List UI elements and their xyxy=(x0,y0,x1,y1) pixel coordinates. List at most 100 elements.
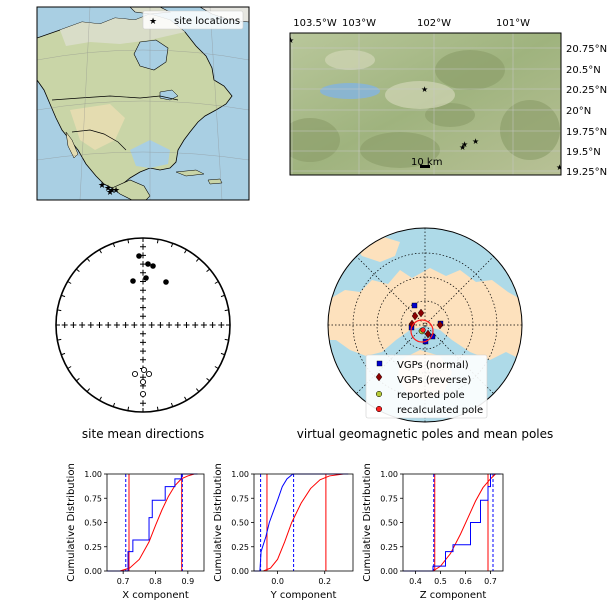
stereonet-azimuth-tick xyxy=(206,268,210,273)
stereonet-cross xyxy=(131,322,138,328)
stereonet-azimuth-tick xyxy=(86,388,91,392)
stereonet-azimuth-tick xyxy=(127,406,130,411)
stereonet-cross xyxy=(140,400,146,407)
stereonet-cross xyxy=(140,304,146,311)
lon-tick-label: 103°W xyxy=(342,18,376,29)
stereonet-cross xyxy=(192,322,199,328)
stereonet-cross xyxy=(140,295,146,302)
polar-legend: VGPs (normal) VGPs (reverse) reported po… xyxy=(365,354,488,419)
y-tick-label: 0.00 xyxy=(84,567,102,576)
lon-tick-label: 103.5°W xyxy=(293,18,337,29)
overview-great-lakes xyxy=(159,89,179,101)
lat-tick-label: 19.75°N xyxy=(566,127,607,138)
stereonet-cross xyxy=(105,322,112,328)
legend-star-icon: ★ xyxy=(149,17,157,27)
lat-tick-label: 20.75°N xyxy=(566,44,607,55)
x-axis-label: Z component xyxy=(420,590,487,601)
lower-hemisphere-direction xyxy=(150,263,156,269)
x-axis-label: X component xyxy=(122,590,189,601)
x-tick-label: 0.7 xyxy=(117,577,130,586)
site-marker: ★ xyxy=(98,181,106,191)
x-axis-label: Y component xyxy=(270,590,337,601)
stereonet-azimuth-tick xyxy=(112,243,116,248)
detail-site-markers: ★ ★ ★ ★ ★ ★ xyxy=(287,36,563,172)
data-cdf-line xyxy=(403,473,501,572)
polar-legend-label: recalculated pole xyxy=(397,405,483,416)
lat-tick-label: 19.5°N xyxy=(566,147,601,158)
site-marker: ★ xyxy=(287,36,294,45)
stereonet-cross xyxy=(70,322,77,328)
polar-map: VGPs (normal) VGPs (reverse) reported po… xyxy=(297,227,554,441)
overview-cuba xyxy=(175,169,205,177)
stereonet-cross xyxy=(157,322,164,328)
stereonet-azimuth-tick xyxy=(76,268,80,273)
vgp-reverse xyxy=(411,311,419,321)
lower-hemisphere-direction xyxy=(145,261,151,267)
stereonet-azimuth-tick xyxy=(76,377,80,382)
polar-greenland xyxy=(418,296,440,316)
y-tick-label: 0.50 xyxy=(380,519,398,528)
stereonet-cross xyxy=(140,243,146,250)
stereonet-cross xyxy=(140,322,146,328)
x-tick-label: 0.2 xyxy=(318,577,331,586)
stereonet-azimuth-tick xyxy=(220,294,225,298)
stereonet-cross xyxy=(200,322,207,328)
detail-map: ★ ★ ★ ★ ★ ★ 10 km 103.5°W 103°W 102°W 101°W… xyxy=(287,18,607,178)
y-tick-label: 0.00 xyxy=(231,567,249,576)
cdf-plot-z: 0.00 0.25 0.50 0.75 1.00 0.4 0.5 0.6 0.7 Z compon… xyxy=(362,463,504,601)
y-axis-label: Cumulative Distribution xyxy=(66,463,77,582)
stereonet-cross xyxy=(183,322,190,328)
lon-tick-label: 101°W xyxy=(496,18,530,29)
scale-bar xyxy=(420,165,430,168)
stereonet-azimuth-tick xyxy=(127,239,130,244)
y-tick-label: 0.25 xyxy=(84,543,102,552)
lon-tick-label: 102°W xyxy=(417,18,451,29)
lat-tick-label: 20°N xyxy=(566,106,591,117)
stereonet-azimuth-tick xyxy=(170,243,174,248)
polar-legend-box xyxy=(365,354,488,419)
legend-reported-icon xyxy=(375,390,383,398)
stereonet-azimuth-tick xyxy=(224,338,229,341)
lower-hemisphere-direction xyxy=(163,279,169,285)
upper-hemisphere-direction xyxy=(140,366,148,374)
polar-map-title: virtual geomagnetic poles and mean poles xyxy=(297,427,554,441)
stereonet-azimuth-tick xyxy=(112,402,116,407)
stereonet-cross xyxy=(140,278,146,285)
overview-border-us-mexico xyxy=(71,129,127,151)
y-tick-label: 0.75 xyxy=(84,494,102,503)
upper-hemisphere-direction xyxy=(145,370,153,378)
site-marker: ★ xyxy=(106,188,114,198)
detail-lat-labels: 20.75°N 20.5°N 20.25°N 20°N 19.75°N 19.5°N 19.… xyxy=(566,44,607,178)
overview-baja xyxy=(65,131,79,159)
y-tick-label: 0.25 xyxy=(231,543,249,552)
polar-frame xyxy=(327,227,523,423)
y-tick-label: 0.75 xyxy=(380,494,398,503)
recalculated-pole-marker xyxy=(420,327,426,333)
stereonet-cross xyxy=(140,313,146,320)
site-marker: ★ xyxy=(556,163,563,172)
y-tick-label: 0.00 xyxy=(380,567,398,576)
overview-hudson-bay xyxy=(133,39,169,71)
y-tick-label: 0.25 xyxy=(380,543,398,552)
lat-tick-label: 19.25°N xyxy=(566,167,607,178)
lat-tick-label: 20.5°N xyxy=(566,65,601,76)
stereonet-cross xyxy=(140,348,146,355)
vgp-reverse xyxy=(424,329,432,339)
upper-hemisphere-direction xyxy=(139,390,147,398)
overview-central-america xyxy=(111,179,151,200)
cdf-frame xyxy=(106,473,205,572)
x-tick-label: 0.0 xyxy=(271,577,284,586)
stereonet-ticks xyxy=(56,238,230,412)
stereonet-cross xyxy=(166,322,173,328)
y-tick-label: 1.00 xyxy=(84,470,102,479)
legend-diamond-icon xyxy=(375,372,383,382)
x-tick-label: 0.4 xyxy=(409,577,422,586)
lower-hemisphere-direction xyxy=(136,253,142,259)
y-axis-label: Cumulative Distribution xyxy=(213,463,224,582)
stereonet-cross xyxy=(140,339,146,346)
detail-frame xyxy=(289,32,562,176)
overview-hispaniola xyxy=(207,178,223,185)
cdf-plot-y: 0.00 0.25 0.50 0.75 1.00 0.0 0.2 Y component Cum… xyxy=(213,463,354,601)
vgp-normal xyxy=(411,302,418,309)
